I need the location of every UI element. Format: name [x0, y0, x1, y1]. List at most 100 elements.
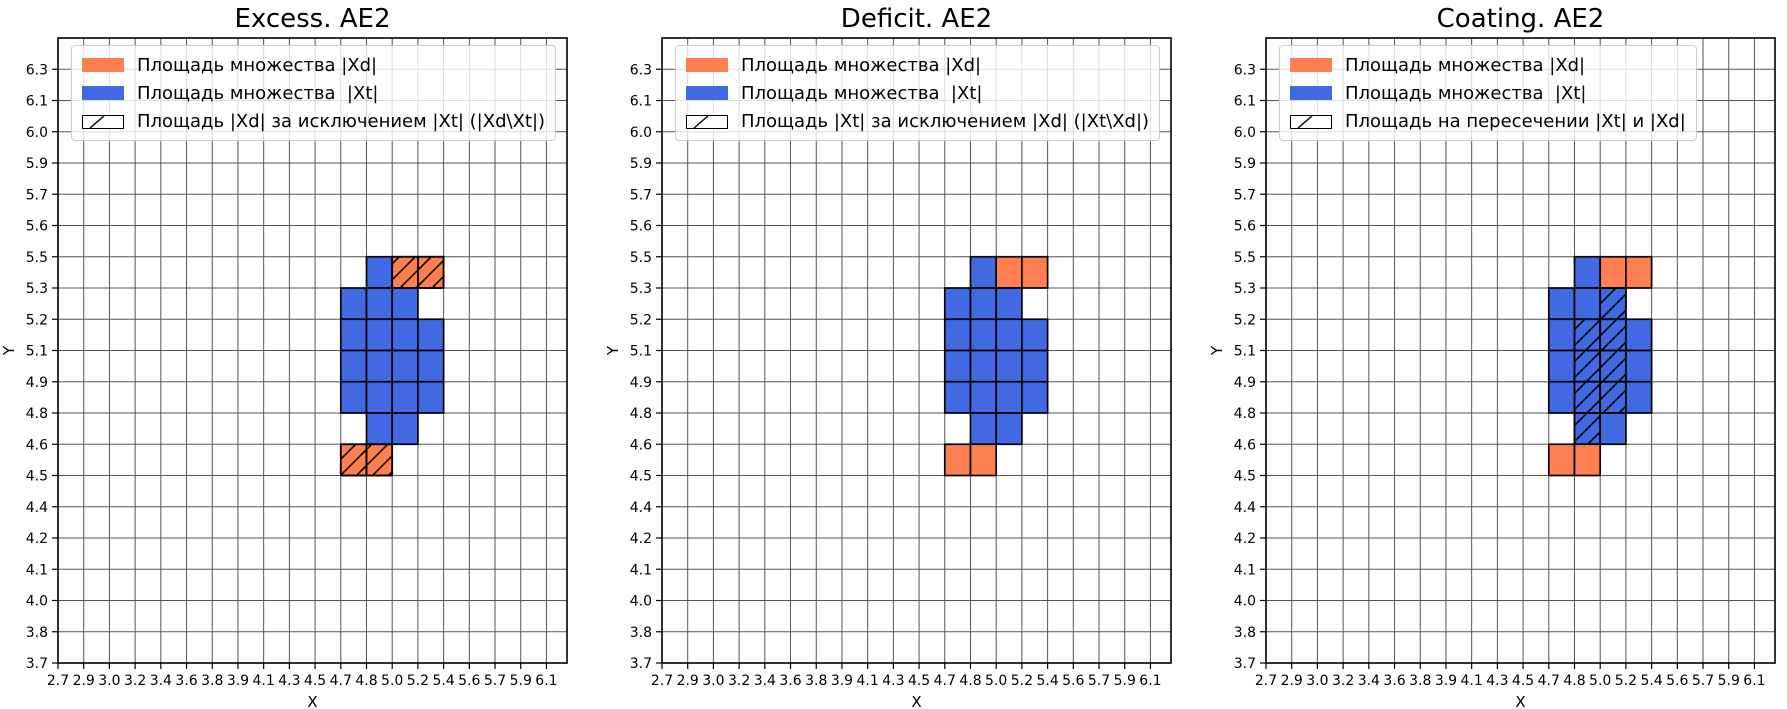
x-tick-label: 3.2 [1332, 673, 1354, 689]
y-tick-label: 5.9 [26, 156, 48, 172]
x-tick-label: 5.0 [381, 673, 403, 689]
y-tick-label: 4.8 [26, 406, 48, 422]
x-tick-label: 3.2 [728, 673, 750, 689]
grid-cell-xt [969, 287, 998, 321]
tick-labels: 2.7 2.9 3.0 3.2 3.4 3.6 3.8 3.9 4.1 4.3 4.5 4.7 4.8 5… [1234, 62, 1766, 689]
legend-excess: Площадь множества |Xd| Площадь множества… [71, 45, 557, 141]
grid-cell-xt [417, 380, 445, 414]
grid-cell-xt [417, 349, 445, 383]
x-tick-label: 2.9 [73, 673, 95, 689]
grid-cell-xt [365, 287, 394, 321]
grid-cell-xt [365, 255, 394, 289]
x-tick-label: 3.6 [1383, 673, 1405, 689]
y-tick-label: 4.1 [1234, 562, 1256, 578]
x-tick-label: 6.1 [535, 673, 557, 689]
grid-cell-xt [365, 380, 394, 414]
data-cells [339, 255, 445, 477]
legend-item: Площадь множества |Xd| [1290, 51, 1686, 79]
x-tick-label: 4.1 [1461, 673, 1483, 689]
x-tick-label: 3.9 [831, 673, 853, 689]
x-tick-label: 4.3 [882, 673, 904, 689]
y-tick-label: 4.6 [630, 437, 652, 453]
y-tick-label: 5.1 [630, 344, 652, 360]
y-tick-label: 5.1 [26, 344, 48, 360]
x-tick-label: 5.9 [1114, 673, 1136, 689]
x-tick-label: 5.0 [1589, 673, 1611, 689]
x-tick-label: 3.6 [175, 673, 197, 689]
y-tick-label: 6.1 [630, 94, 652, 110]
grid-cell-xt [995, 349, 1023, 383]
legend-deficit: Площадь множества |Xd| Площадь множества… [675, 45, 1161, 141]
hatch-overlay [339, 443, 368, 477]
y-tick-label: 6.0 [1234, 125, 1256, 141]
subplot-2: 2.7 2.9 3.0 3.2 3.4 3.6 3.8 3.9 4.1 4.3 4.5 4.7 4.8 5… [1208, 37, 1776, 709]
hatch-overlay [391, 255, 419, 289]
y-tick-label: 4.2 [630, 531, 652, 547]
data-cells [1547, 255, 1653, 477]
y-tick-label: 5.5 [1234, 250, 1256, 266]
grid-cell-xt [391, 318, 419, 352]
grid-cell-xt [365, 412, 394, 446]
plot-title-deficit: Deficit. AE2 [840, 4, 993, 34]
grid-cell-xt [1021, 380, 1049, 414]
hatch-overlay [417, 255, 445, 289]
y-tick-label: 4.0 [26, 594, 48, 610]
y-tick-label: 6.1 [1234, 94, 1256, 110]
x-tick-label: 5.7 [1088, 673, 1110, 689]
grid-cell-xt [969, 380, 998, 414]
x-tick-label: 3.8 [805, 673, 827, 689]
y-tick-label: 6.3 [630, 62, 652, 78]
y-tick-label: 3.8 [630, 625, 652, 641]
grid-cell-xt [1547, 380, 1576, 414]
x-axis-label: X [1515, 693, 1525, 709]
hatch-overlay [1573, 318, 1602, 352]
x-tick-label: 5.6 [1062, 673, 1084, 689]
x-tick-label: 3.0 [1306, 673, 1328, 689]
y-tick-label: 6.0 [630, 125, 652, 141]
grid-cell-xt [943, 349, 972, 383]
x-tick-label: 4.5 [304, 673, 326, 689]
hatch-swatch [82, 114, 124, 129]
hatch-swatch [1290, 114, 1332, 129]
y-tick-label: 3.8 [26, 625, 48, 641]
legend-label: Площадь множества |Xd| [741, 54, 982, 76]
y-axis-label: Y [604, 345, 622, 356]
grid-cell-xd [1547, 443, 1576, 477]
x-tick-label: 3.0 [702, 673, 724, 689]
y-tick-label: 5.7 [1234, 187, 1256, 203]
xd-color-swatch [1290, 58, 1332, 72]
y-tick-label: 4.9 [26, 375, 48, 391]
grid-cell-xt [969, 255, 998, 289]
y-tick-label: 5.2 [26, 312, 48, 328]
y-tick-label: 5.7 [26, 187, 48, 203]
grid-cell-xt [943, 318, 972, 352]
tick-labels: 2.7 2.9 3.0 3.2 3.4 3.6 3.8 3.9 4.1 4.3 4.5 4.7 4.8 5… [630, 62, 1162, 689]
legend-item: Площадь множества |Xt| [686, 79, 1149, 107]
x-tick-label: 2.9 [1281, 673, 1303, 689]
plot-title-coating: Coating. AE2 [1436, 4, 1605, 34]
subplot-1: 2.7 2.9 3.0 3.2 3.4 3.6 3.8 3.9 4.1 4.3 4.5 4.7 4.8 5… [604, 37, 1172, 709]
grid-cell-xt [365, 349, 394, 383]
x-tick-label: 5.2 [1011, 673, 1033, 689]
legend-item: Площадь |Xd| за исключением |Xt| (|Xd\Xt… [82, 107, 545, 135]
y-tick-label: 4.0 [1234, 594, 1256, 610]
x-tick-label: 4.8 [1563, 673, 1585, 689]
x-tick-label: 4.8 [959, 673, 981, 689]
x-tick-label: 6.1 [1139, 673, 1161, 689]
y-tick-label: 4.4 [630, 500, 652, 516]
y-tick-label: 4.9 [630, 375, 652, 391]
y-tick-label: 5.3 [26, 281, 48, 297]
y-tick-label: 5.9 [630, 156, 652, 172]
hatch-overlay [1573, 380, 1602, 414]
x-tick-label: 2.9 [677, 673, 699, 689]
x-tick-label: 5.0 [985, 673, 1007, 689]
y-tick-label: 5.1 [1234, 344, 1256, 360]
x-tick-label: 3.6 [779, 673, 801, 689]
y-tick-label: 3.7 [1234, 656, 1256, 672]
x-tick-label: 5.4 [432, 673, 454, 689]
grid-cell-xt [995, 318, 1023, 352]
data-cells [943, 255, 1049, 477]
x-tick-label: 5.9 [510, 673, 532, 689]
xt-color-swatch [686, 86, 728, 100]
grid-cell-xt [969, 412, 998, 446]
